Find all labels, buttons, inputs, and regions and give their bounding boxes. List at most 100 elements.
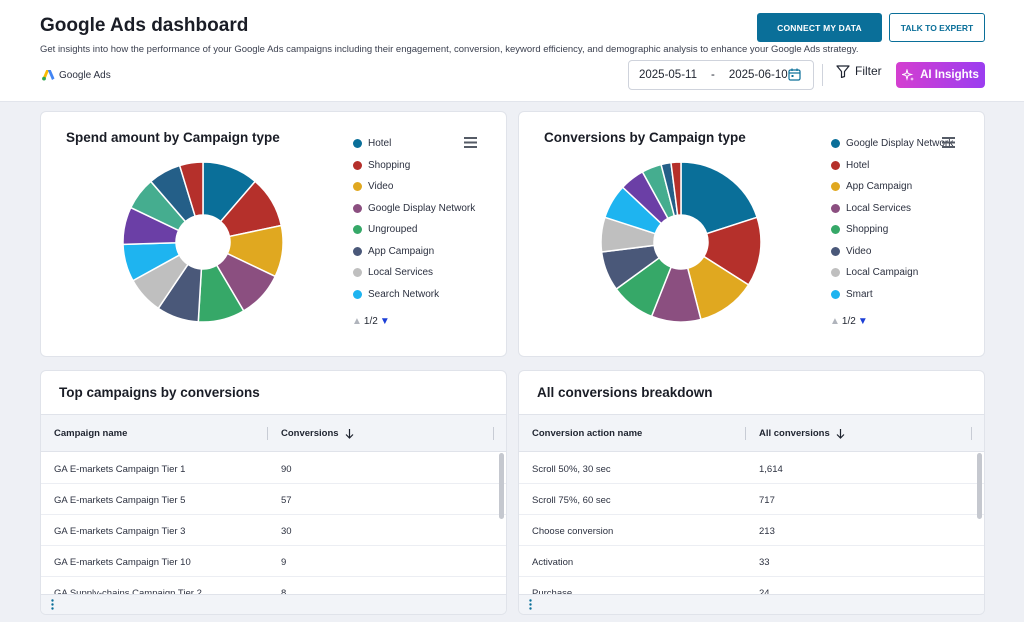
date-end: 2025-06-10 [728,69,788,81]
legend-item[interactable]: Shopping [353,155,475,177]
cell-name: GA Supply-chains Campaign Tier 2 [54,588,202,599]
more-options-icon[interactable] [51,599,54,610]
table-row[interactable]: GA E-markets Campaign Tier 5 57 [41,484,506,515]
pager-page: 1/2 [841,316,856,327]
legend-swatch [353,160,362,170]
cell-name: GA E-markets Campaign Tier 5 [54,495,186,506]
sort-desc-icon [345,428,353,439]
legend-swatch [353,268,362,278]
cell-name: Scroll 50%, 30 sec [532,464,611,475]
legend-item[interactable]: Video [831,241,953,263]
pie-slice-0[interactable] [680,161,759,235]
legend-item[interactable]: Hotel [831,155,953,177]
pie-slice-11[interactable] [178,161,204,218]
pager-up-icon[interactable]: ▲ [352,316,362,327]
conversions-breakdown-card: All conversions breakdown Conversion act… [518,370,985,615]
sort-desc-icon [836,428,845,439]
pie-slice-11[interactable] [670,161,682,217]
spend-by-campaign-card: Spend amount by Campaign type Hotel Shopp… [40,111,507,357]
table-row[interactable]: GA E-markets Campaign Tier 1 90 [41,453,506,484]
cell-name: Scroll 75%, 60 sec [532,495,611,506]
column-header-conversions[interactable]: Conversions [281,428,354,439]
brand-label: Google Ads [59,69,111,81]
column-divider[interactable] [745,427,746,440]
pager-down-icon[interactable]: ▼ [857,316,868,327]
table-header: Conversion action name All conversions [519,414,984,452]
legend-item[interactable]: Shopping [831,219,953,241]
cell-value: 8 [281,588,286,599]
legend-swatch [831,289,840,299]
chart-title: Conversions by Campaign type [544,130,746,145]
google-ads-logo [42,70,55,81]
legend-item[interactable]: Google Display Network [831,133,953,155]
date-start: 2025-05-11 [639,69,697,81]
talk-to-expert-button[interactable]: TALK TO EXPERT [889,13,985,42]
legend-swatch [353,289,362,299]
table-row[interactable]: Choose conversion 213 [519,515,984,546]
table-title: Top campaigns by conversions [59,385,260,400]
ai-insights-label: AI Insights [920,69,979,81]
column-divider[interactable] [971,427,972,440]
table-row[interactable]: Scroll 50%, 30 sec 1,614 [519,453,984,484]
scrollbar-thumb[interactable] [977,453,982,519]
connect-my-data-button[interactable]: CONNECT MY DATA [757,13,882,42]
pager-page: 1/2 [363,316,378,327]
page-header: Google Ads dashboard Get insights into h… [0,0,1024,102]
table-row[interactable]: Activation 33 [519,546,984,577]
legend-label: App Campaign [846,181,913,193]
conversions-legend: Google Display Network Hotel App Campaign L… [831,133,953,305]
column-divider[interactable] [493,427,494,440]
legend-label: App Campaign [368,245,435,257]
pager-down-icon[interactable]: ▼ [379,316,390,327]
legend-item[interactable]: Video [353,176,475,198]
conversions-by-campaign-card: Conversions by Campaign type Google Disp… [518,111,985,357]
legend-swatch [353,203,362,213]
cell-name: Activation [532,557,574,568]
table-row[interactable]: GA E-markets Campaign Tier 10 9 [41,546,506,577]
legend-item[interactable]: App Campaign [831,176,953,198]
legend-item[interactable]: Google Display Network [353,198,475,220]
cell-value: 30 [281,526,292,537]
column-header-campaign-name[interactable]: Campaign name [54,428,128,439]
legend-item[interactable]: Ungrouped [353,219,475,241]
spend-legend: Hotel Shopping Video Google Display Network… [353,133,475,305]
legend-label: Hotel [846,159,870,171]
legend-item[interactable]: Smart [831,284,953,306]
ai-insights-button[interactable]: AI Insights [896,62,985,88]
legend-item[interactable]: Local Services [353,262,475,284]
legend-label: Shopping [368,159,411,171]
legend-pager: ▲ 1/2 ▼ [352,316,390,327]
legend-label: Video [846,245,872,257]
legend-label: Search Network [368,288,440,300]
legend-item[interactable]: Local Campaign [831,262,953,284]
legend-item[interactable]: App Campaign [353,241,475,263]
top-campaigns-card: Top campaigns by conversions Campaign na… [40,370,507,615]
legend-item[interactable]: Search Network [353,284,475,306]
legend-item[interactable]: Hotel [353,133,475,155]
cell-value: 213 [759,526,775,537]
chart-menu-icon[interactable] [942,137,955,148]
legend-swatch [831,268,840,278]
table-footer [41,594,506,614]
column-header-all-conversions[interactable]: All conversions [759,428,845,439]
filter-button[interactable]: Filter [836,64,882,78]
pager-up-icon[interactable]: ▲ [830,316,840,327]
cell-value: 9 [281,557,287,568]
table-row[interactable]: Scroll 75%, 60 sec 717 [519,484,984,515]
chart-menu-icon[interactable] [464,137,477,148]
table-row[interactable]: GA E-markets Campaign Tier 3 30 [41,515,506,546]
legend-label: Google Display Network [368,202,476,214]
more-options-icon[interactable] [529,599,532,610]
scrollbar-thumb[interactable] [499,453,504,519]
cell-value: 57 [281,495,292,506]
cell-value: 24 [759,588,770,599]
date-range-picker[interactable]: 2025-05-11 - 2025-06-10 [628,60,814,90]
legend-pager: ▲ 1/2 ▼ [830,316,868,327]
legend-item[interactable]: Local Services [831,198,953,220]
cell-value: 717 [759,495,775,506]
legend-swatch [353,246,362,256]
column-divider[interactable] [267,427,268,440]
column-header-conversion-action-name[interactable]: Conversion action name [532,428,643,439]
legend-label: Local Services [368,267,434,279]
legend-swatch [353,225,362,235]
